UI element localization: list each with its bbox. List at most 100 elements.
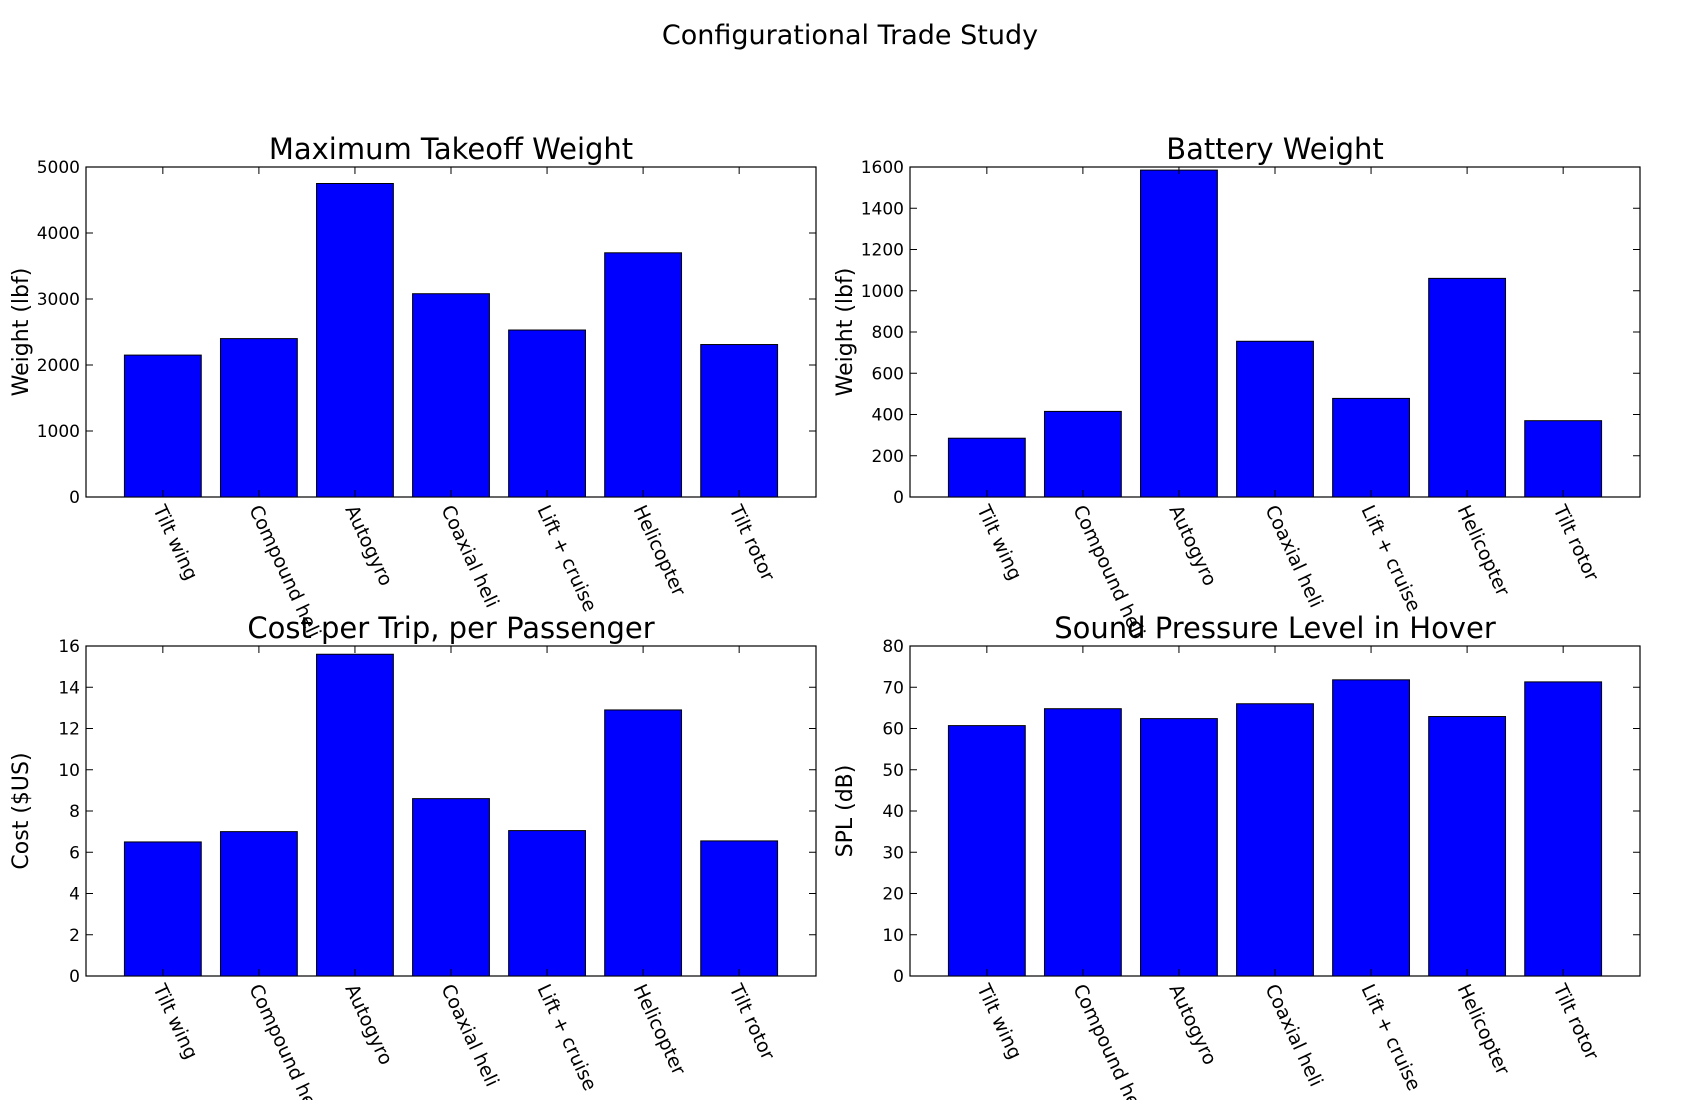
bar-helicopter	[604, 252, 683, 498]
y-tick-label: 80	[882, 637, 904, 657]
x-tick-label: Lift + cruise	[1357, 502, 1425, 615]
bar-coaxial-heli	[1236, 703, 1314, 977]
x-tick-label: Tilt wing	[972, 980, 1026, 1063]
bar-coaxial-heli	[412, 798, 490, 977]
y-tick-label: 3000	[37, 290, 80, 310]
bar-autogyro	[316, 183, 394, 498]
x-tick-label: Autogyro	[1164, 502, 1220, 590]
bar-compound-heli	[219, 338, 298, 498]
bar-helicopter	[1428, 716, 1507, 977]
chart-panel-4: Sound Pressure Level in Hover SPL (dB) 0 10…	[833, 611, 1641, 1100]
y-tick-label: 1200	[861, 241, 904, 261]
y-tick-label: 8	[69, 802, 80, 822]
x-tick-label: Autogyro	[340, 981, 396, 1069]
x-tick-label: Tilt rotor	[1548, 980, 1603, 1064]
panel-title: Battery Weight	[1166, 132, 1384, 166]
y-tick-label: 60	[882, 720, 904, 740]
y-tick-label: 2000	[37, 356, 80, 376]
y-tick-label: 10	[58, 761, 80, 781]
y-tick-label: 6	[69, 843, 80, 863]
y-tick-label: 0	[893, 488, 904, 508]
bar-tilt-rotor	[1524, 681, 1603, 977]
panel-title: Sound Pressure Level in Hover	[1054, 611, 1496, 645]
bar-autogyro	[316, 653, 394, 977]
y-tick-label: 1000	[861, 282, 904, 302]
y-axis-label: Cost ($US)	[9, 752, 34, 869]
x-tick-label: Lift + cruise	[533, 502, 601, 615]
y-tick-label: 50	[882, 761, 904, 781]
chart-panel-2: Battery Weight Weight (lbf) 0 200 400 600 800 1…	[833, 132, 1641, 641]
y-axis-label: Weight (lbf)	[833, 268, 858, 397]
x-tick-label: Compound heli	[1068, 981, 1149, 1100]
y-axis-label: SPL (dB)	[833, 765, 858, 858]
chart-panel-3: Cost per Trip, per Passenger Cost ($US) 0 2…	[9, 611, 817, 1100]
bar-tilt-wing	[947, 437, 1026, 498]
x-tick-label: Tilt rotor	[724, 980, 779, 1064]
bar-compound-heli	[219, 831, 298, 977]
x-tick-label: Coaxial heli	[1260, 981, 1327, 1090]
bar-helicopter	[1428, 277, 1507, 498]
y-tick-label: 200	[872, 447, 904, 467]
y-tick-label: 1600	[861, 158, 904, 178]
x-tick-label: Helicopter	[629, 981, 690, 1079]
x-tick-label: Helicopter	[629, 502, 690, 600]
y-tick-label: 800	[872, 323, 904, 343]
y-tick-label: 12	[58, 720, 80, 740]
y-tick-label: 0	[69, 488, 80, 508]
y-tick-label: 70	[882, 678, 904, 698]
y-tick-label: 600	[872, 364, 904, 384]
y-tick-label: 2	[69, 926, 80, 946]
bar-helicopter	[604, 709, 683, 977]
y-tick-label: 16	[58, 637, 80, 657]
x-tick-label: Compound heli	[244, 981, 325, 1100]
bar-tilt-rotor	[700, 344, 779, 498]
y-tick-label: 40	[882, 802, 904, 822]
chart-panel-1: Maximum Takeoff Weight Weight (lbf) 0 1000 2…	[9, 132, 817, 641]
y-tick-label: 14	[58, 678, 80, 698]
x-tick-label: Tilt wing	[972, 501, 1026, 584]
bar-lift-cruise	[508, 830, 586, 977]
x-tick-label: Helicopter	[1453, 981, 1514, 1079]
x-tick-label: Autogyro	[1164, 981, 1220, 1069]
y-tick-label: 0	[893, 967, 904, 987]
x-tick-label: Autogyro	[340, 502, 396, 590]
bar-lift-cruise	[1332, 397, 1410, 498]
bar-coaxial-heli	[1236, 340, 1314, 498]
y-tick-label: 1400	[861, 199, 904, 219]
y-tick-label: 4000	[37, 224, 80, 244]
bar-lift-cruise	[1332, 679, 1410, 977]
x-tick-label: Tilt wing	[148, 980, 202, 1063]
bar-tilt-rotor	[1524, 420, 1603, 498]
bar-autogyro	[1140, 169, 1218, 498]
x-tick-label: Tilt rotor	[1548, 501, 1603, 585]
bar-compound-heli	[1043, 410, 1122, 498]
y-tick-label: 30	[882, 843, 904, 863]
x-tick-label: Tilt rotor	[724, 501, 779, 585]
bar-tilt-wing	[123, 354, 202, 498]
y-tick-label: 20	[882, 885, 904, 905]
bar-tilt-rotor	[700, 840, 779, 977]
y-tick-label: 0	[69, 967, 80, 987]
x-tick-label: Coaxial heli	[436, 502, 503, 611]
bar-tilt-wing	[947, 725, 1026, 977]
x-tick-label: Lift + cruise	[533, 981, 601, 1094]
x-tick-label: Coaxial heli	[1260, 502, 1327, 611]
x-tick-label: Tilt wing	[148, 501, 202, 584]
y-axis-label: Weight (lbf)	[9, 268, 34, 397]
y-tick-label: 400	[872, 406, 904, 426]
y-tick-label: 5000	[37, 158, 80, 178]
figure-title: Configurational Trade Study	[662, 20, 1038, 51]
y-tick-label: 1000	[37, 422, 80, 442]
bar-coaxial-heli	[412, 293, 490, 498]
y-tick-label: 10	[882, 926, 904, 946]
bar-compound-heli	[1043, 708, 1122, 977]
x-tick-label: Lift + cruise	[1357, 981, 1425, 1094]
x-tick-label: Helicopter	[1453, 502, 1514, 600]
bar-tilt-wing	[123, 841, 202, 977]
panel-title: Maximum Takeoff Weight	[269, 132, 633, 166]
x-tick-label: Coaxial heli	[436, 981, 503, 1090]
y-tick-label: 4	[69, 885, 80, 905]
panel-title: Cost per Trip, per Passenger	[247, 611, 654, 645]
